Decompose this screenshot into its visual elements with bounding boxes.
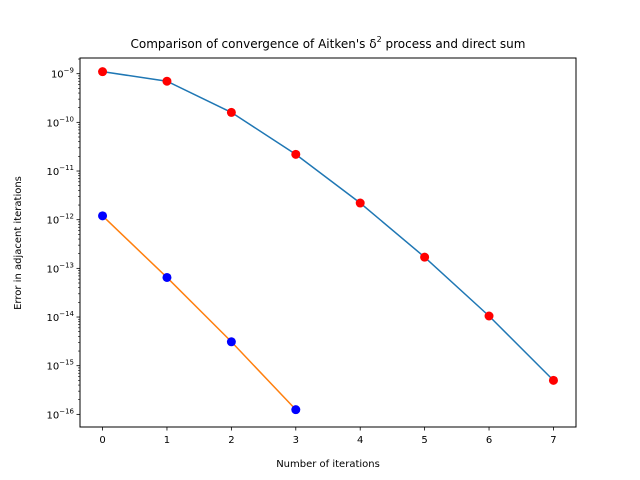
x-tick-label: 7 — [550, 435, 556, 446]
x-tick-label: 5 — [421, 435, 427, 446]
x-tick-label: 3 — [293, 435, 299, 446]
y-tick-label: 10−16 — [46, 407, 74, 421]
chart-title-rest: process and direct sum — [382, 37, 526, 51]
chart-title-superscript: 2 — [377, 35, 382, 44]
axis-ticks: 0 1 2 3 4 5 6 7 10−9 10−10 10−11 10−12 10−13 10−14 10−… — [46, 58, 557, 446]
series-0-line — [102, 70, 554, 381]
y-tick-label: 10−10 — [46, 115, 74, 129]
series-1-point — [98, 211, 108, 221]
series-1-point — [226, 337, 236, 347]
x-axis-label: Number of iterations — [276, 459, 380, 470]
plot-area-frame — [79, 57, 577, 428]
x-tick-label: 1 — [164, 435, 170, 446]
y-tick-label: 10−13 — [46, 261, 74, 275]
series-0-point — [291, 149, 301, 159]
series-1-point — [291, 405, 301, 415]
x-tick-label: 0 — [99, 435, 105, 446]
plot-markers — [98, 67, 558, 415]
y-tick-label: 10−15 — [46, 359, 74, 373]
series-0-point — [355, 198, 365, 208]
chart-title: Comparison of convergence of Aitken's δ2… — [131, 35, 526, 51]
x-tick-label: 2 — [228, 435, 234, 446]
plot-lines — [102, 70, 554, 411]
series-0-point — [548, 375, 558, 385]
series-0-point — [226, 107, 236, 117]
y-tick-label: 10−14 — [46, 310, 74, 324]
series-0-point — [98, 67, 108, 77]
y-axis-label: Error in adjacent iterations — [13, 176, 24, 310]
series-0-point — [484, 311, 494, 321]
chart-title-main: Comparison of convergence of Aitken's δ — [131, 37, 377, 51]
y-tick-label: 10−12 — [46, 213, 74, 227]
series-1-point — [162, 272, 172, 282]
svg-text:Comparison of convergence of A: Comparison of convergence of Aitken's δ2… — [131, 35, 526, 51]
series-0-point — [162, 76, 172, 86]
y-tick-label: 10−11 — [46, 164, 74, 178]
series-0-point — [420, 252, 430, 262]
x-tick-label: 4 — [357, 435, 363, 446]
x-tick-label: 6 — [486, 435, 492, 446]
series-1-line — [102, 215, 297, 411]
y-tick-label: 10−9 — [51, 67, 74, 81]
